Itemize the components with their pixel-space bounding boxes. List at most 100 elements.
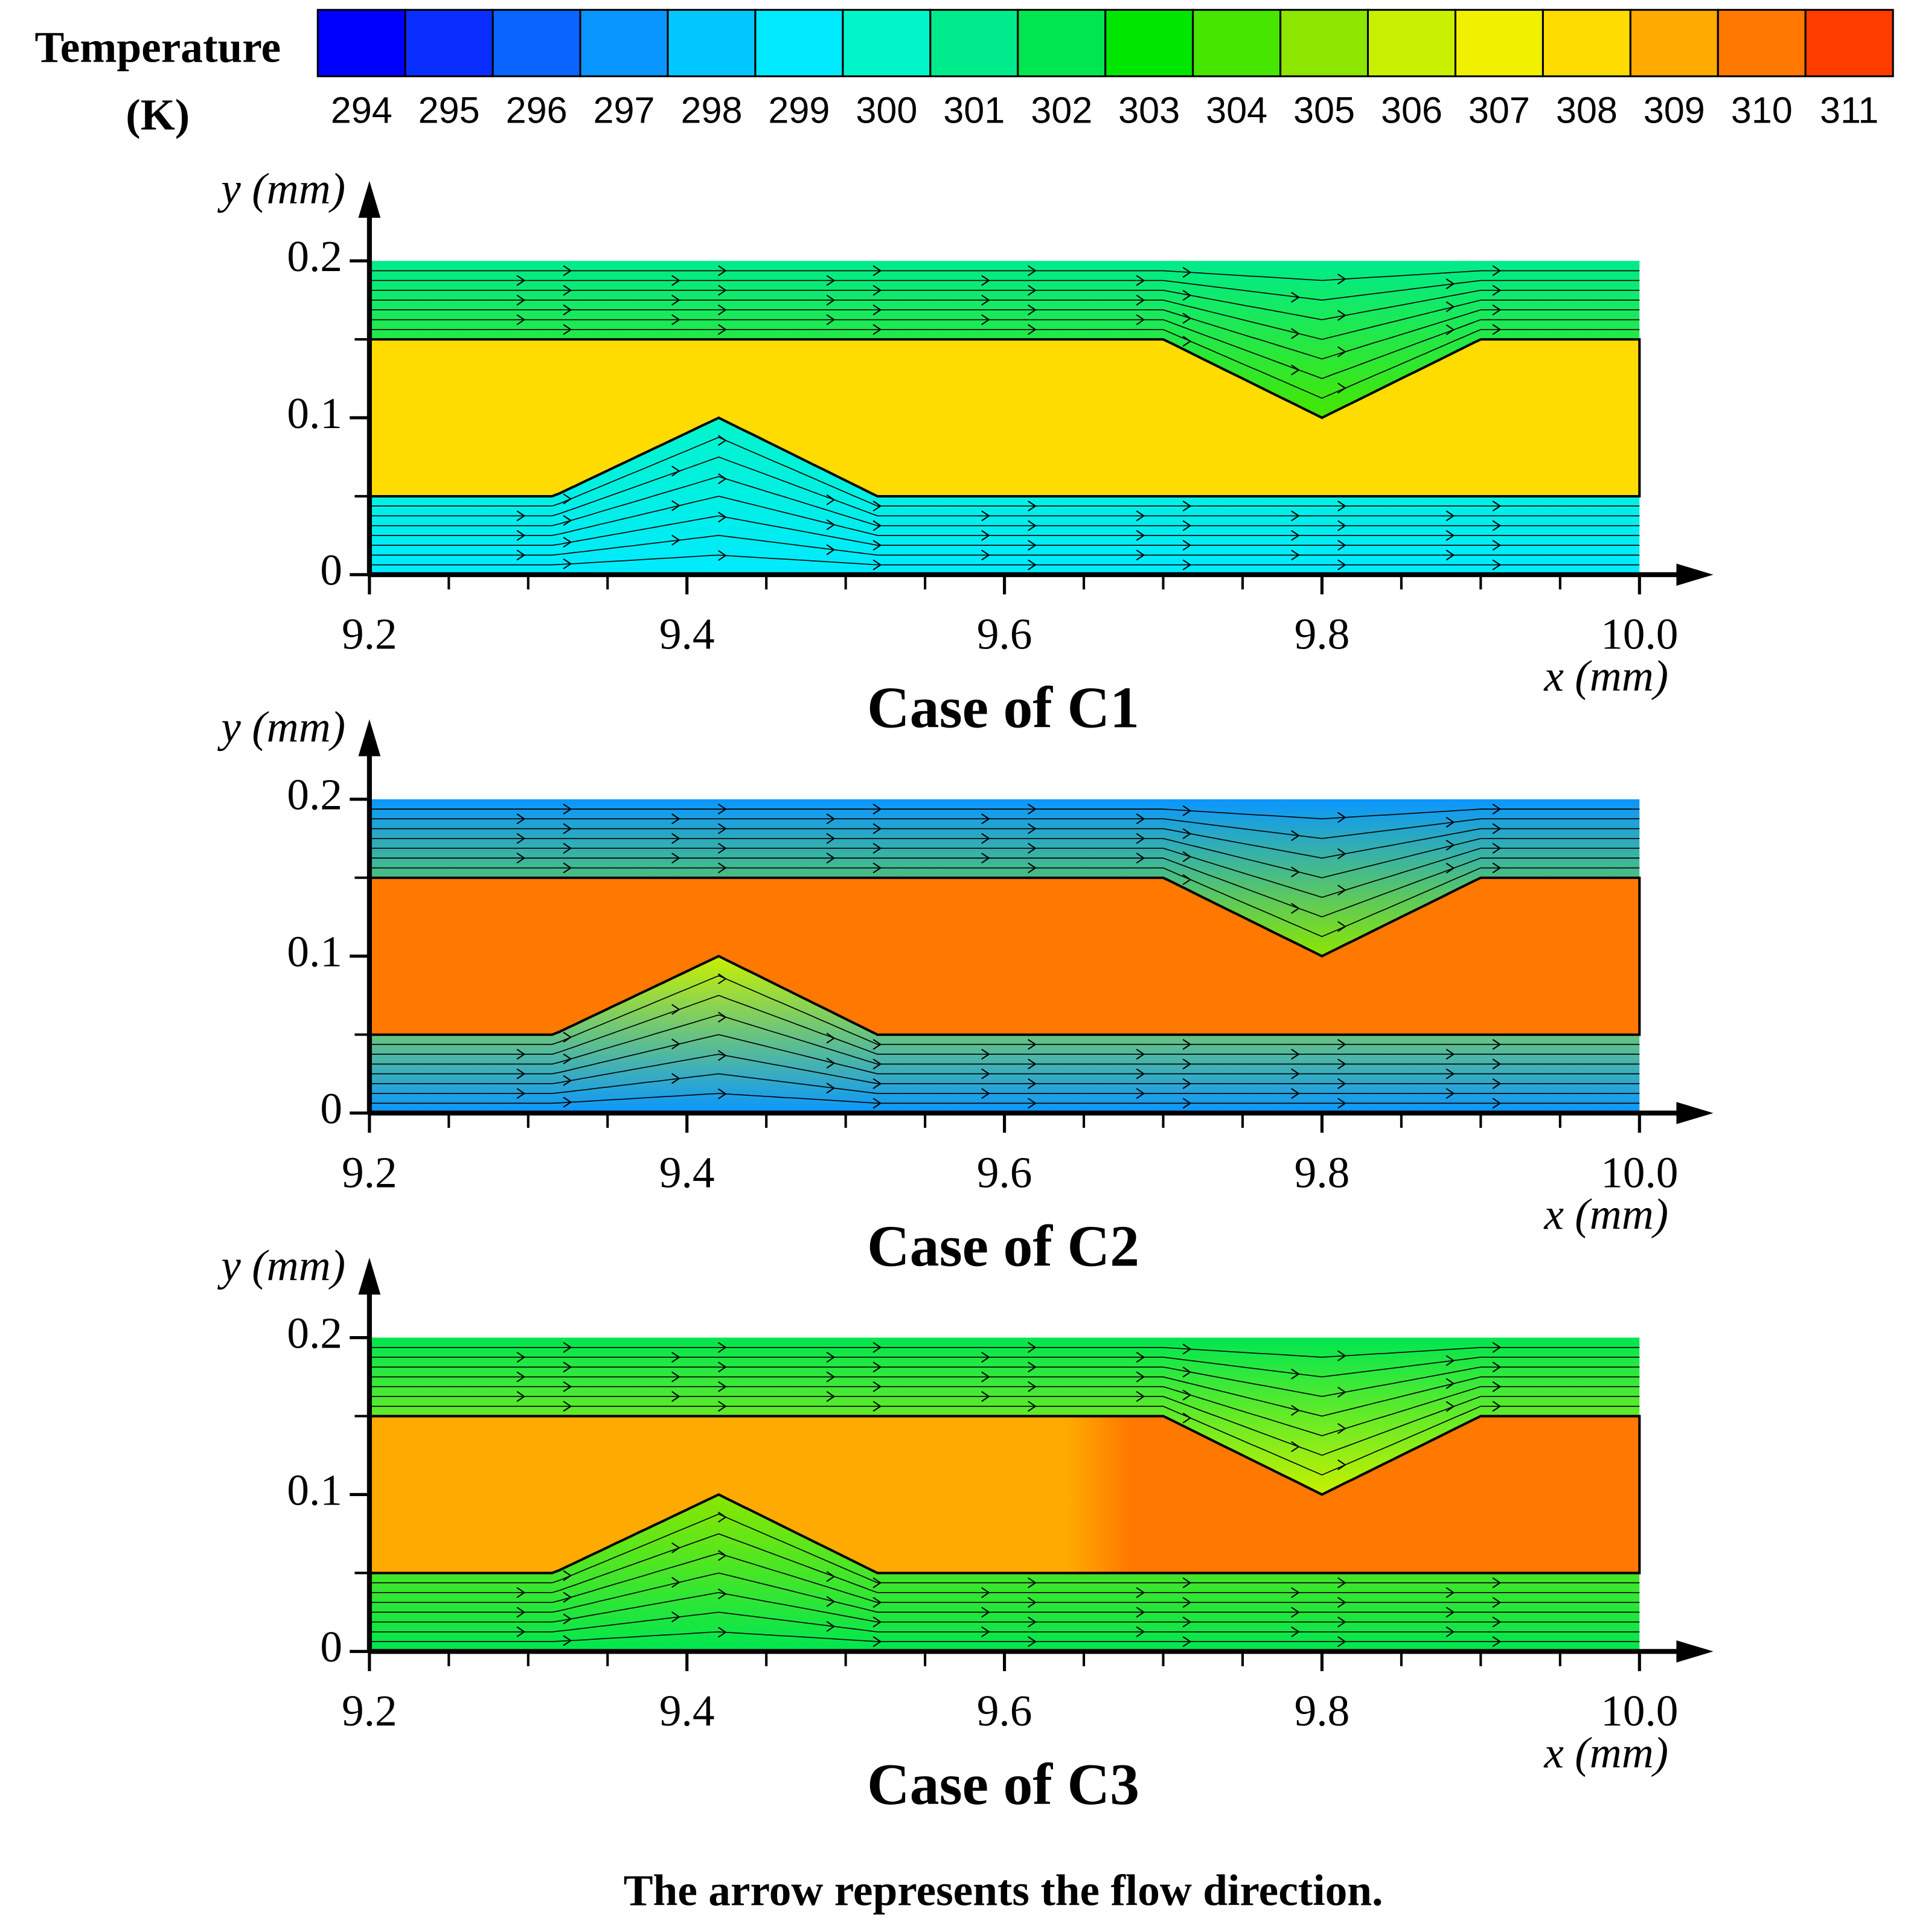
flow-arrow — [671, 295, 680, 306]
flow-arrow — [1182, 1343, 1192, 1355]
flow-arrow — [1337, 273, 1346, 285]
flow-arrow — [981, 1390, 990, 1402]
colorbar-label: 301 — [943, 90, 1005, 131]
flow-arrow — [563, 537, 572, 548]
flow-arrow — [1182, 540, 1192, 551]
flow-arrow — [981, 1587, 990, 1598]
flow-arrow — [718, 435, 727, 446]
flow-arrow — [1028, 1597, 1037, 1608]
flow-arrow — [1136, 295, 1145, 306]
flow-arrow — [671, 1390, 680, 1402]
streamline — [369, 270, 1640, 281]
flow-arrow — [872, 1597, 882, 1608]
y-tick-label: 0.2 — [287, 232, 342, 281]
flow-arrow — [516, 813, 526, 825]
streamline — [369, 515, 1640, 546]
flow-arrow — [1337, 1038, 1346, 1050]
flow-arrow — [1028, 1381, 1037, 1392]
flow-arrow — [516, 510, 526, 522]
flow-arrow — [718, 324, 727, 335]
colorbar-swatch — [1017, 8, 1107, 77]
flow-arrow — [872, 1342, 882, 1353]
flow-arrow — [1337, 1597, 1346, 1608]
y-axis-arrow — [358, 719, 381, 756]
flow-arrow — [516, 529, 526, 541]
flow-arrow — [1492, 843, 1502, 854]
colorbar-swatch — [1279, 8, 1369, 77]
streamline — [369, 1386, 1640, 1436]
flow-arrow — [1492, 540, 1502, 551]
flow-arrow — [981, 1371, 990, 1383]
streamline — [369, 554, 1640, 566]
flow-arrow — [1182, 336, 1192, 347]
flow-arrow — [872, 862, 882, 874]
flow-arrow — [872, 1401, 882, 1412]
flow-arrow — [1337, 1616, 1346, 1628]
flow-arrow — [826, 1596, 836, 1607]
flow-arrow — [1136, 833, 1145, 844]
flow-arrow — [1337, 310, 1346, 321]
flow-arrow — [1445, 301, 1455, 313]
flow-arrow — [718, 1588, 727, 1599]
colorbar-label: 303 — [1118, 90, 1180, 131]
flow-arrow — [826, 1032, 836, 1044]
flow-arrow — [1492, 520, 1502, 531]
streamline — [369, 496, 1640, 536]
flow-arrow — [1182, 805, 1192, 816]
flow-arrow — [1291, 1626, 1300, 1637]
flow-arrow — [718, 823, 727, 834]
flow-arrow — [872, 501, 882, 512]
flow-arrow — [1445, 1355, 1455, 1366]
streamline — [369, 848, 1640, 898]
colorbar-label: 302 — [1031, 90, 1092, 131]
flow-arrow — [1028, 1098, 1037, 1109]
flow-arrow — [872, 804, 882, 815]
flow-arrow — [872, 540, 882, 551]
flow-arrow — [1337, 382, 1346, 394]
flow-arrow — [826, 275, 836, 286]
flow-arrow — [563, 558, 572, 569]
streamline — [369, 1592, 1640, 1623]
flow-arrow — [1028, 265, 1037, 277]
x-axis-arrow — [1676, 563, 1714, 586]
flow-arrow — [563, 1342, 572, 1353]
flow-arrow — [1136, 1390, 1145, 1402]
flow-arrow — [671, 1371, 680, 1383]
x-axis-label: x (mm) — [1543, 1728, 1668, 1777]
flow-arrow — [872, 284, 882, 296]
colorbar-swatch — [1804, 8, 1894, 77]
flow-arrow — [516, 833, 526, 844]
panel-title: Case of C2 — [867, 1214, 1139, 1279]
flow-arrow — [1492, 862, 1502, 874]
flow-arrow — [671, 1073, 680, 1084]
colorbar-swatch — [579, 8, 669, 77]
streamline — [369, 299, 1640, 340]
flow-arrow — [1291, 292, 1300, 303]
colorbar-title: Temperature — [35, 22, 281, 71]
streamline — [369, 994, 1640, 1055]
flow-arrow — [1291, 364, 1300, 376]
colorbar-label: 304 — [1206, 90, 1267, 131]
flow-arrow — [718, 550, 727, 561]
flow-arrow — [826, 1057, 836, 1069]
flow-arrow — [1028, 559, 1037, 571]
flow-arrow — [718, 1511, 727, 1523]
y-axis-arrow — [358, 1258, 381, 1295]
flow-arrow — [671, 813, 680, 825]
colorbar-label: 309 — [1644, 90, 1705, 131]
streamline — [369, 818, 1640, 839]
flow-arrow — [718, 1550, 727, 1561]
colorbar-swatch — [1541, 8, 1631, 77]
flow-arrow — [1291, 1587, 1300, 1598]
flow-arrow — [563, 1075, 572, 1086]
colorbar-swatch — [491, 8, 581, 77]
flow-arrow — [981, 1049, 990, 1060]
streamline — [369, 535, 1640, 556]
colorbar-label: 310 — [1731, 90, 1793, 131]
colorbar-swatch — [1192, 8, 1282, 77]
flow-arrow — [1182, 1366, 1192, 1378]
x-tick-label: 9.8 — [1295, 610, 1350, 659]
flow-arrow — [718, 1011, 727, 1023]
flow-arrow — [1492, 1078, 1502, 1089]
flow-arrow — [718, 973, 727, 985]
